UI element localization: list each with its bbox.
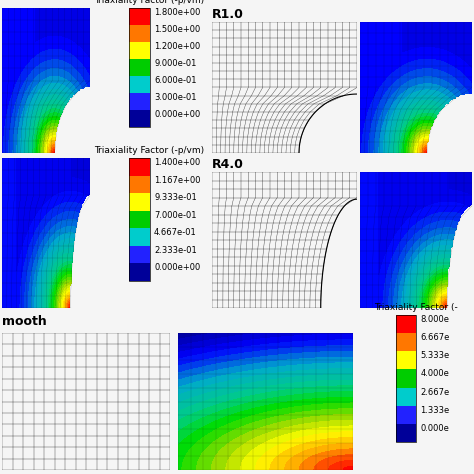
Text: Triaxiality Factor (-p/vm): Triaxiality Factor (-p/vm) <box>94 146 205 155</box>
Text: 8.000e: 8.000e <box>420 315 449 324</box>
Bar <box>396 388 416 406</box>
Bar <box>129 8 149 25</box>
Bar <box>396 315 416 442</box>
Text: 3.000e-01: 3.000e-01 <box>154 93 197 102</box>
Bar <box>396 406 416 424</box>
Bar <box>396 369 416 388</box>
Bar <box>129 59 149 76</box>
Text: 1.800e+00: 1.800e+00 <box>154 8 201 17</box>
Text: 9.000e-01: 9.000e-01 <box>154 59 197 68</box>
Text: 1.400e+00: 1.400e+00 <box>154 158 201 167</box>
Bar <box>129 93 149 110</box>
Bar <box>129 211 149 228</box>
Text: 1.500e+00: 1.500e+00 <box>154 25 201 34</box>
Bar <box>129 246 149 264</box>
Bar <box>396 315 416 333</box>
Bar <box>129 175 149 193</box>
Text: 1.167e+00: 1.167e+00 <box>154 175 201 184</box>
Bar <box>129 158 149 281</box>
Text: 9.333e-01: 9.333e-01 <box>154 193 197 202</box>
Text: 4.667e-01: 4.667e-01 <box>154 228 197 237</box>
Text: 1.200e+00: 1.200e+00 <box>154 42 201 51</box>
Bar <box>129 264 149 281</box>
Text: mooth: mooth <box>2 315 47 328</box>
Bar <box>396 333 416 351</box>
Text: 4.000e: 4.000e <box>420 369 449 378</box>
Text: 7.000e-01: 7.000e-01 <box>154 211 197 220</box>
Bar <box>396 351 416 369</box>
Text: 0.000e+00: 0.000e+00 <box>154 110 201 119</box>
Bar <box>396 424 416 442</box>
Text: R1.0: R1.0 <box>212 8 244 21</box>
Bar <box>129 110 149 127</box>
Text: 2.333e-01: 2.333e-01 <box>154 246 197 255</box>
Bar <box>129 228 149 246</box>
Text: R4.0: R4.0 <box>212 158 244 171</box>
Text: 0.000e: 0.000e <box>420 424 449 433</box>
Text: 2.667e: 2.667e <box>420 388 450 397</box>
Text: Triaxiality Factor (-: Triaxiality Factor (- <box>374 303 458 312</box>
Bar <box>129 8 149 127</box>
Text: 1.333e: 1.333e <box>420 406 450 415</box>
Text: 5.333e: 5.333e <box>420 351 450 360</box>
Text: 6.667e: 6.667e <box>420 333 450 342</box>
Bar <box>129 25 149 42</box>
Text: 6.000e-01: 6.000e-01 <box>154 76 197 85</box>
Bar <box>129 42 149 59</box>
Bar <box>129 158 149 175</box>
Bar <box>129 193 149 211</box>
Text: Triaxiality Factor (-p/vm): Triaxiality Factor (-p/vm) <box>94 0 205 5</box>
Bar <box>129 76 149 93</box>
Text: 0.000e+00: 0.000e+00 <box>154 264 201 273</box>
